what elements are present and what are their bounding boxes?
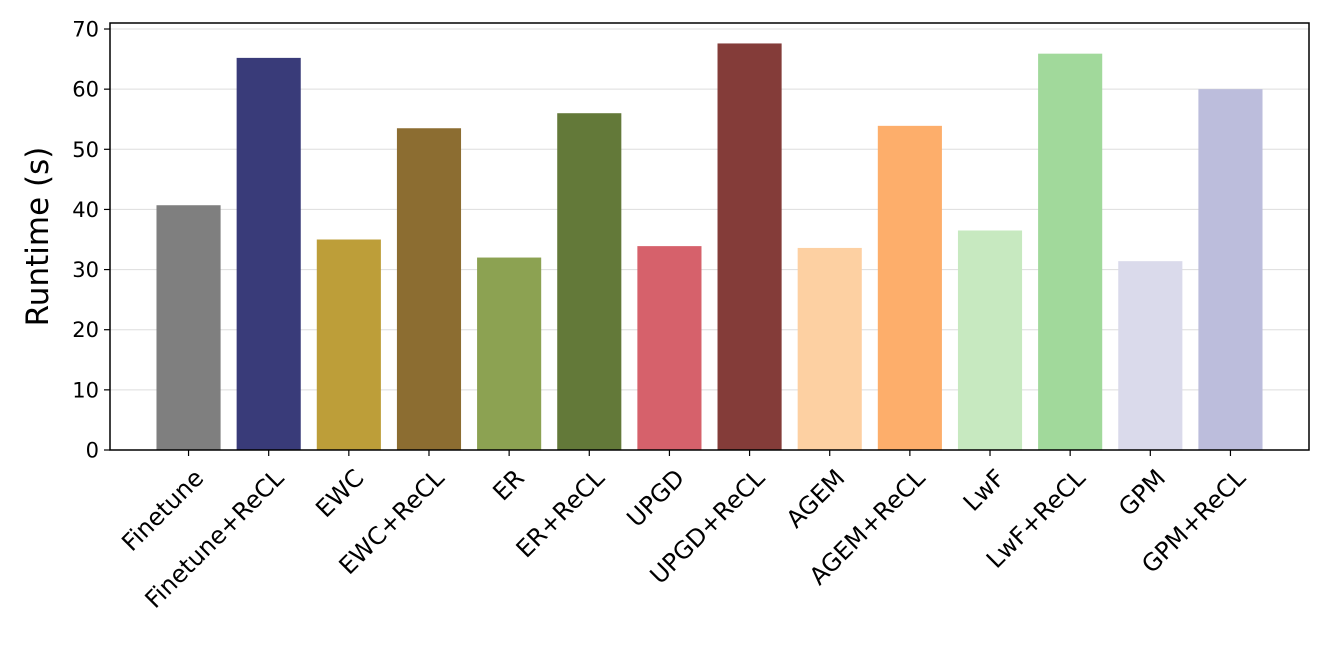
y-tick-label: 20 xyxy=(72,318,99,342)
x-tick-label: AGEM xyxy=(781,464,851,534)
grid-lines xyxy=(110,28,1309,451)
bar xyxy=(396,128,462,451)
bar xyxy=(477,257,542,450)
y-tick-label: 30 xyxy=(72,258,99,282)
y-tick-label: 70 xyxy=(72,18,99,42)
x-tick-label: LwF xyxy=(958,464,1011,517)
bars xyxy=(156,43,1263,451)
x-tick-label: GPM xyxy=(1113,464,1171,522)
x-tick-label: UPGD xyxy=(621,464,690,533)
x-tick-label: Finetune+ReCL xyxy=(140,463,290,613)
x-tick-label: EWC xyxy=(310,464,369,523)
y-tick-label: 60 xyxy=(72,78,99,102)
bar xyxy=(637,246,702,450)
plot-frame xyxy=(109,22,1310,451)
x-tick-label: ER+ReCL xyxy=(511,463,611,563)
bar xyxy=(316,239,381,450)
y-tick-label: 50 xyxy=(72,138,99,162)
y-tick-label: 40 xyxy=(72,198,99,222)
y-tick-label: 10 xyxy=(72,378,99,402)
y-axis: 0 10 20 30 40 50 60 70 xyxy=(72,18,110,463)
bar xyxy=(236,57,301,451)
bar xyxy=(1198,89,1263,450)
bar xyxy=(877,125,942,450)
bar xyxy=(1118,261,1183,450)
bar xyxy=(957,230,1023,450)
bar xyxy=(557,113,622,450)
bar xyxy=(797,247,862,450)
y-tick-label: 0 xyxy=(86,439,99,463)
bar xyxy=(717,43,782,451)
y-axis-title: Runtime (s) xyxy=(20,147,56,327)
bar xyxy=(156,205,221,450)
bar xyxy=(1038,53,1103,451)
x-tick-label: ER xyxy=(487,464,529,506)
